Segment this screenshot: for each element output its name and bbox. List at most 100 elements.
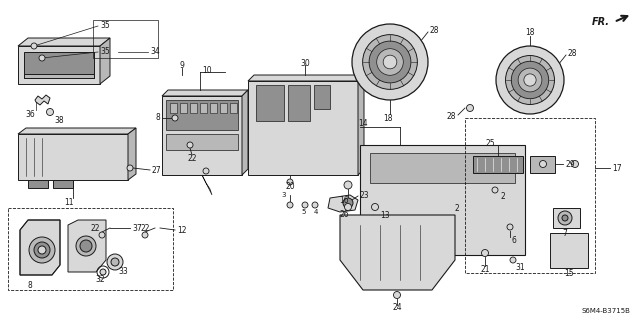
Bar — [93, 20, 158, 58]
Circle shape — [377, 49, 403, 75]
Circle shape — [76, 236, 96, 256]
Polygon shape — [18, 46, 100, 84]
Polygon shape — [162, 90, 248, 96]
Circle shape — [99, 232, 105, 238]
Text: 12: 12 — [177, 226, 186, 235]
Circle shape — [511, 61, 548, 99]
Text: 8: 8 — [156, 113, 160, 122]
Text: S6M4-B3715B: S6M4-B3715B — [581, 308, 630, 314]
Text: 37: 37 — [132, 223, 141, 233]
Bar — [288, 85, 310, 121]
Text: 30: 30 — [300, 59, 310, 68]
Text: 38: 38 — [54, 116, 63, 124]
Text: 9: 9 — [180, 60, 184, 69]
Circle shape — [29, 237, 55, 263]
Bar — [166, 100, 238, 130]
Circle shape — [510, 257, 516, 263]
Polygon shape — [18, 38, 110, 46]
Circle shape — [363, 35, 417, 89]
Text: 2: 2 — [500, 191, 506, 201]
Polygon shape — [128, 128, 136, 180]
Polygon shape — [28, 180, 48, 188]
Circle shape — [100, 269, 106, 275]
Text: 15: 15 — [564, 268, 574, 277]
Text: 8: 8 — [28, 281, 33, 290]
Bar — [230, 103, 237, 113]
Text: 35: 35 — [100, 20, 109, 29]
Text: 10: 10 — [202, 66, 212, 75]
Circle shape — [506, 56, 554, 105]
Text: 13: 13 — [380, 211, 390, 220]
Text: 22: 22 — [90, 223, 100, 233]
Text: 29: 29 — [565, 159, 575, 169]
Ellipse shape — [397, 186, 467, 214]
Polygon shape — [473, 156, 523, 173]
Text: 5: 5 — [302, 209, 306, 215]
Circle shape — [39, 55, 45, 61]
Polygon shape — [248, 81, 358, 175]
Polygon shape — [35, 95, 50, 105]
Circle shape — [343, 198, 353, 208]
Polygon shape — [24, 74, 94, 78]
Polygon shape — [68, 220, 106, 272]
Text: 25: 25 — [485, 139, 495, 148]
Text: 22: 22 — [140, 223, 150, 233]
Circle shape — [31, 43, 37, 49]
Text: 2: 2 — [454, 204, 460, 212]
Circle shape — [352, 24, 428, 100]
Circle shape — [302, 202, 308, 208]
Text: 17: 17 — [612, 164, 621, 172]
Circle shape — [287, 179, 293, 185]
Circle shape — [38, 246, 46, 254]
Circle shape — [524, 74, 536, 86]
Text: FR.: FR. — [592, 17, 610, 27]
Circle shape — [344, 204, 351, 211]
Circle shape — [371, 204, 378, 211]
Circle shape — [481, 250, 488, 257]
Circle shape — [127, 165, 133, 171]
Circle shape — [572, 161, 579, 167]
Circle shape — [369, 41, 411, 83]
Circle shape — [518, 68, 542, 92]
Text: 20: 20 — [285, 181, 295, 190]
Circle shape — [492, 187, 498, 193]
Text: 33: 33 — [118, 268, 128, 276]
Polygon shape — [53, 180, 73, 188]
Bar — [8, 208, 173, 290]
Text: 7: 7 — [563, 228, 568, 237]
Circle shape — [203, 168, 209, 174]
Bar — [550, 233, 588, 268]
Text: 32: 32 — [95, 276, 105, 284]
Bar — [256, 85, 284, 121]
Text: 28: 28 — [447, 111, 456, 121]
Bar — [210, 103, 217, 113]
Circle shape — [172, 115, 178, 121]
Circle shape — [540, 161, 547, 167]
Bar — [200, 103, 207, 113]
Text: 35: 35 — [100, 46, 109, 55]
Circle shape — [496, 46, 564, 114]
Bar — [166, 134, 238, 150]
Circle shape — [111, 258, 119, 266]
Polygon shape — [100, 38, 110, 84]
Circle shape — [312, 202, 318, 208]
Polygon shape — [242, 90, 248, 175]
Circle shape — [467, 105, 474, 111]
Text: 4: 4 — [314, 209, 318, 215]
Bar — [370, 153, 515, 183]
Bar — [190, 103, 197, 113]
Text: 34: 34 — [150, 46, 160, 55]
Text: 22: 22 — [188, 154, 196, 163]
Bar — [220, 103, 227, 113]
Circle shape — [394, 292, 401, 299]
Polygon shape — [18, 128, 136, 134]
Polygon shape — [24, 52, 94, 78]
Polygon shape — [530, 156, 555, 173]
Text: 28: 28 — [568, 49, 577, 58]
Polygon shape — [340, 215, 455, 290]
Polygon shape — [20, 220, 60, 275]
Circle shape — [507, 224, 513, 230]
Text: 3: 3 — [282, 192, 286, 198]
Polygon shape — [328, 195, 358, 212]
Polygon shape — [248, 75, 364, 81]
